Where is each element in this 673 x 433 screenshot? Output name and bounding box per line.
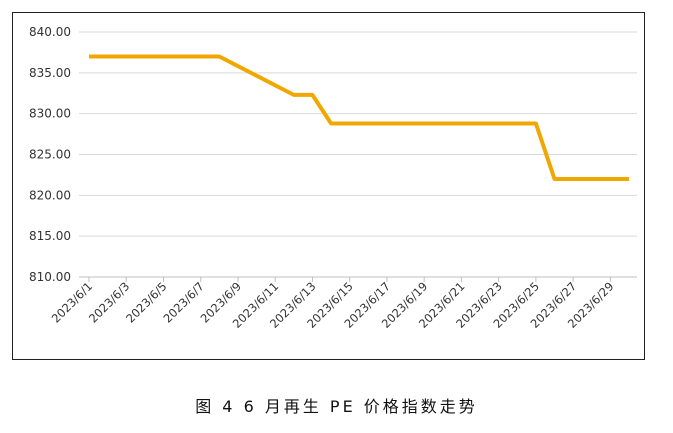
series-line (89, 54, 629, 181)
y-tick-label: 825.00 (29, 148, 71, 162)
y-tick-label: 815.00 (29, 229, 71, 243)
y-tick-label: 820.00 (29, 188, 71, 202)
y-tick-label: 810.00 (29, 270, 71, 284)
y-tick-label: 835.00 (29, 66, 71, 80)
chart-frame: 810.00 815.00 820.00 825.00 830.00 835.00 840.… (12, 12, 645, 360)
y-tick-label: 830.00 (29, 107, 71, 121)
line-chart: 810.00 815.00 820.00 825.00 830.00 835.00 840.… (29, 25, 637, 331)
y-tick-label: 840.00 (29, 25, 71, 39)
figure-caption: 图 4 6 月再生 PE 价格指数走势 (195, 397, 478, 416)
